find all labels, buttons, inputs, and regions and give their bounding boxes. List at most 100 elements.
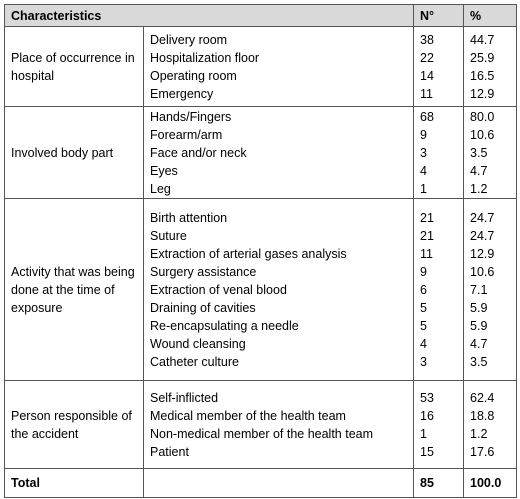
- item-percent: 25.9: [470, 50, 495, 65]
- header-cell: N°: [413, 4, 465, 27]
- item-count: 21: [420, 228, 434, 243]
- item-name: Re-encapsulating a needle: [150, 318, 299, 333]
- empty-cell: [142, 468, 415, 498]
- item-percent: 12.9: [470, 86, 495, 101]
- item-count: 4: [420, 163, 427, 178]
- item-counts: 21 21 11 9 6 5 5 4 3: [413, 198, 465, 381]
- item-percents: 44.7 25.9 16.5 12.9: [463, 26, 518, 107]
- item-count: 21: [420, 210, 434, 225]
- item-percent: 62.4: [470, 390, 495, 405]
- item-percent: 10.6: [470, 264, 495, 279]
- item-percent: 3.5: [470, 354, 488, 369]
- item-count: 38: [420, 32, 434, 47]
- item-name: Leg: [150, 181, 171, 196]
- item-count: 1: [420, 181, 427, 196]
- item-names: Delivery room Hospitalization floor Operat…: [142, 26, 415, 107]
- item-percent: 5.9: [470, 300, 488, 315]
- item-name: Eyes: [150, 163, 178, 178]
- item-percent: 1.2: [470, 181, 488, 196]
- item-name: Face and/or neck: [150, 145, 247, 160]
- group-row: Involved body part Hands/Fingers Forearm/a…: [4, 106, 518, 199]
- item-percent: 7.1: [470, 282, 488, 297]
- item-name: Extraction of arterial gases analysis: [150, 246, 347, 261]
- group-label: Person responsible of the accident: [4, 380, 144, 469]
- item-count: 53: [420, 390, 434, 405]
- item-name: Extraction of venal blood: [150, 282, 287, 297]
- item-count: 3: [420, 354, 427, 369]
- item-count: 4: [420, 336, 427, 351]
- header-cell: Characteristics: [3, 4, 415, 27]
- item-names: Self-inflicted Medical member of the heal…: [142, 380, 415, 469]
- item-percent: 80.0: [470, 109, 495, 124]
- item-count: 9: [420, 127, 427, 142]
- item-percent: 4.7: [470, 163, 488, 178]
- item-percent: 10.6: [470, 127, 495, 142]
- item-name: Operating room: [150, 68, 237, 83]
- item-name: Self-inflicted: [150, 390, 219, 405]
- item-percent: 24.7: [470, 210, 495, 225]
- item-name: Non-medical member of the health team: [150, 426, 374, 441]
- item-names: Hands/Fingers Forearm/arm Face and/or neck…: [142, 106, 415, 199]
- item-name: Patient: [150, 444, 189, 459]
- total-row: Total 85 100.0: [4, 468, 518, 498]
- header-cell: %: [463, 4, 518, 27]
- item-percent: 18.8: [470, 408, 495, 423]
- group-row: Person responsible of the accident Self-i…: [4, 380, 518, 469]
- group-row: Activity that was being done at the time…: [4, 198, 518, 381]
- item-count: 14: [420, 68, 434, 83]
- item-counts: 68 9 3 4 1: [413, 106, 465, 199]
- table-body: Place of occurrence in hospital Delivery …: [4, 26, 518, 469]
- item-percents: 62.4 18.8 1.2 17.6: [463, 380, 518, 469]
- item-names: Birth attention Suture Extraction of arter…: [142, 198, 415, 381]
- item-count: 5: [420, 300, 427, 315]
- item-name: Hands/Fingers: [150, 109, 232, 124]
- table-header: Characteristics N° %: [3, 4, 518, 27]
- item-percents: 80.0 10.6 3.5 4.7 1.2: [463, 106, 518, 199]
- item-count: 22: [420, 50, 434, 65]
- item-percent: 1.2: [470, 426, 488, 441]
- item-name: Wound cleansing: [150, 336, 246, 351]
- group-row: Place of occurrence in hospital Delivery …: [4, 26, 518, 107]
- item-name: Catheter culture: [150, 354, 239, 369]
- item-percent: 5.9: [470, 318, 488, 333]
- item-name: Birth attention: [150, 210, 228, 225]
- item-count: 3: [420, 145, 427, 160]
- item-name: Medical member of the health team: [150, 408, 346, 423]
- item-name: Surgery assistance: [150, 264, 257, 279]
- item-name: Hospitalization floor: [150, 50, 260, 65]
- item-name: Emergency: [150, 86, 214, 101]
- item-count: 9: [420, 264, 427, 279]
- item-percent: 12.9: [470, 246, 495, 261]
- item-percent: 3.5: [470, 145, 488, 160]
- item-count: 15: [420, 444, 434, 459]
- data-table: Characteristics N° % Place of occurrence…: [3, 4, 518, 498]
- item-percents: 24.7 24.7 12.9 10.6 7.1 5.9 5.9 4.7 3.5: [463, 198, 518, 381]
- item-name: Draining of cavities: [150, 300, 256, 315]
- item-name: Delivery room: [150, 32, 228, 47]
- group-label: Activity that was being done at the time…: [4, 198, 144, 381]
- item-name: Forearm/arm: [150, 127, 223, 142]
- total-count: 85: [413, 468, 465, 498]
- group-label: Place of occurrence in hospital: [4, 26, 144, 107]
- total-label: Total: [4, 468, 144, 498]
- item-count: 11: [420, 86, 433, 101]
- item-count: 6: [420, 282, 427, 297]
- header-row: Characteristics N° %: [3, 4, 518, 27]
- item-percent: 16.5: [470, 68, 495, 83]
- total-percent: 100.0: [463, 468, 518, 498]
- item-percent: 4.7: [470, 336, 488, 351]
- item-counts: 53 16 1 15: [413, 380, 465, 469]
- item-counts: 38 22 14 11: [413, 26, 465, 107]
- table-footer: Total 85 100.0: [4, 468, 518, 498]
- group-label: Involved body part: [4, 106, 144, 199]
- item-count: 5: [420, 318, 427, 333]
- item-percent: 17.6: [470, 444, 495, 459]
- item-count: 11: [420, 246, 433, 261]
- item-percent: 44.7: [470, 32, 495, 47]
- item-percent: 24.7: [470, 228, 495, 243]
- item-count: 68: [420, 109, 434, 124]
- item-count: 16: [420, 408, 434, 423]
- item-name: Suture: [150, 228, 187, 243]
- item-count: 1: [420, 426, 427, 441]
